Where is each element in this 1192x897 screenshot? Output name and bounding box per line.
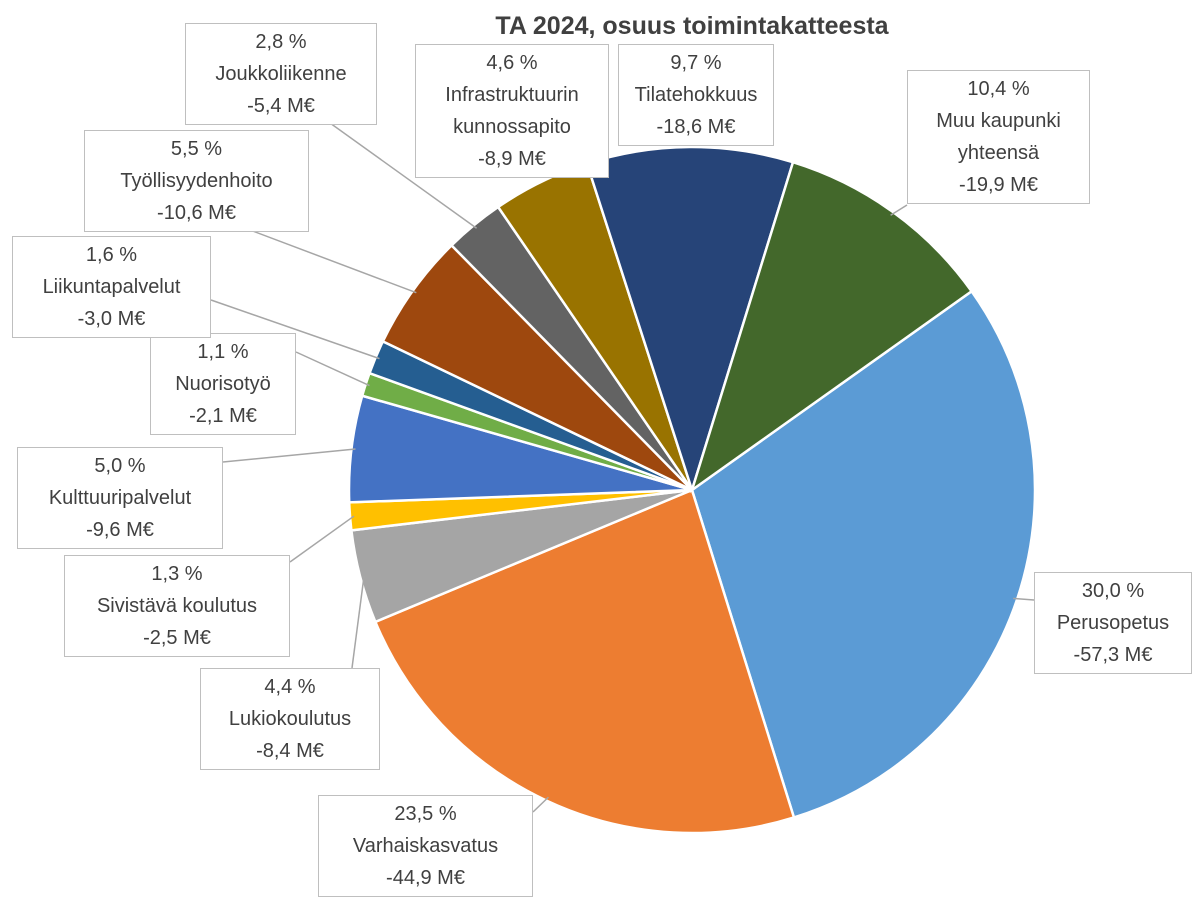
data-label: 1,6 % Liikuntapalvelut -3,0 M€ bbox=[12, 236, 211, 338]
data-label: 4,6 % Infrastruktuurin kunnossapito -8,9 M… bbox=[415, 44, 609, 178]
leader-line bbox=[249, 229, 417, 294]
percent-label: 1,6 % bbox=[85, 244, 138, 266]
amount-label: -19,9 M€ bbox=[959, 174, 1038, 196]
category-label: Joukkoliikenne bbox=[215, 63, 347, 85]
leader-line bbox=[1013, 597, 1035, 601]
amount-label: -10,6 M€ bbox=[157, 202, 236, 224]
category-label: Perusopetus bbox=[1056, 612, 1170, 634]
data-label: 1,3 % Sivistävä koulutus -2,5 M€ bbox=[64, 555, 290, 657]
pie-slice bbox=[373, 488, 796, 835]
leader-line bbox=[289, 515, 355, 563]
percent-label: 23,5 % bbox=[394, 803, 457, 825]
leader-line bbox=[222, 448, 356, 463]
percent-label: 5,5 % bbox=[170, 138, 223, 160]
amount-label: -8,4 M€ bbox=[256, 740, 324, 762]
leader-line bbox=[351, 575, 365, 669]
data-label: 5,0 % Kulttuuripalvelut -9,6 M€ bbox=[17, 447, 223, 549]
leader-line bbox=[329, 122, 478, 229]
amount-label: -5,4 M€ bbox=[247, 95, 315, 117]
category-label: Liikuntapalvelut bbox=[42, 276, 181, 298]
chart-title: TA 2024, osuus toimintakatteesta bbox=[495, 12, 889, 40]
pie-slice bbox=[690, 289, 1037, 820]
category-label: Muu kaupunki yhteensä bbox=[936, 110, 1061, 164]
category-label: Sivistävä koulutus bbox=[96, 595, 258, 617]
leader-line bbox=[532, 796, 549, 813]
percent-label: 4,4 % bbox=[264, 676, 316, 698]
amount-label: -9,6 M€ bbox=[86, 519, 154, 541]
amount-label: -2,1 M€ bbox=[189, 405, 257, 427]
data-label: 2,8 % Joukkoliikenne -5,4 M€ bbox=[185, 23, 377, 125]
category-label: Lukiokoulutus bbox=[228, 708, 352, 730]
percent-label: 30,0 % bbox=[1081, 580, 1145, 602]
category-label: Työllisyydenhoito bbox=[120, 170, 273, 192]
category-label: Varhaiskasvatus bbox=[352, 835, 499, 857]
percent-label: 4,6 % bbox=[486, 52, 538, 74]
amount-label: -18,6 M€ bbox=[656, 116, 736, 138]
percent-label: 5,0 % bbox=[94, 455, 146, 477]
data-label: 10,4 % Muu kaupunki yhteensä -19,9 M€ bbox=[907, 70, 1090, 204]
leader-line bbox=[210, 299, 380, 360]
data-label: 30,0 % Perusopetus -57,3 M€ bbox=[1034, 572, 1192, 674]
amount-label: -8,9 M€ bbox=[478, 148, 546, 170]
amount-label: -2,5 M€ bbox=[143, 627, 211, 649]
leader-line bbox=[890, 204, 908, 216]
category-label: Tilatehokkuus bbox=[634, 84, 758, 106]
data-label: 9,7 % Tilatehokkuus -18,6 M€ bbox=[618, 44, 774, 146]
category-label: Kulttuuripalvelut bbox=[48, 487, 192, 509]
data-label: 5,5 % Työllisyydenhoito -10,6 M€ bbox=[84, 130, 309, 232]
leader-line bbox=[295, 351, 370, 387]
data-label: 1,1 % Nuorisotyö -2,1 M€ bbox=[150, 333, 296, 435]
category-label: Infrastruktuurin kunnossapito bbox=[445, 84, 579, 138]
pie-slice bbox=[689, 160, 974, 494]
amount-label: -44,9 M€ bbox=[386, 867, 465, 889]
amount-label: -57,3 M€ bbox=[1073, 644, 1153, 666]
category-label: Nuorisotyö bbox=[175, 373, 271, 395]
data-label: 4,4 % Lukiokoulutus -8,4 M€ bbox=[200, 668, 380, 770]
percent-label: 1,1 % bbox=[197, 341, 249, 363]
percent-label: 9,7 % bbox=[670, 52, 722, 74]
data-label: 23,5 % Varhaiskasvatus -44,9 M€ bbox=[318, 795, 533, 897]
percent-label: 2,8 % bbox=[255, 31, 307, 53]
percent-label: 1,3 % bbox=[151, 563, 203, 585]
percent-label: 10,4 % bbox=[967, 78, 1030, 100]
amount-label: -3,0 M€ bbox=[77, 308, 146, 330]
